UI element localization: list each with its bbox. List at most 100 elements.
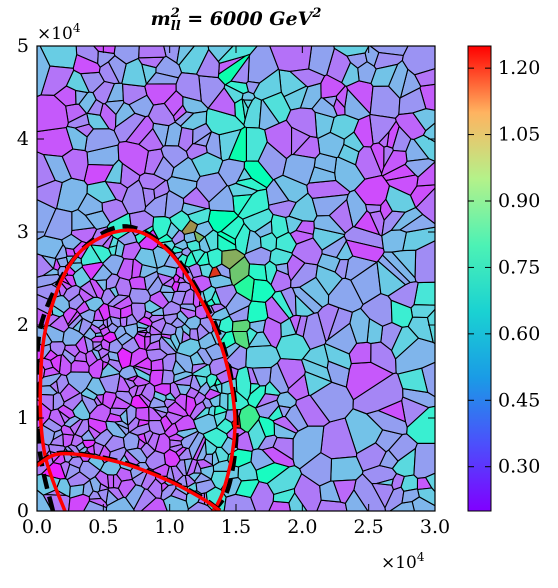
voronoi-cell xyxy=(401,488,420,504)
voronoi-cell xyxy=(355,442,387,472)
voronoi-cell xyxy=(392,125,412,152)
voronoi-cell xyxy=(57,404,76,420)
voronoi-cell xyxy=(284,403,309,432)
voronoi-cell xyxy=(243,160,274,189)
y-tick-label: 3 xyxy=(17,221,29,243)
plot-area xyxy=(36,45,436,512)
voronoi-cell xyxy=(232,330,250,350)
voronoi-cell xyxy=(173,374,194,387)
y-tick-label: 2 xyxy=(17,314,29,336)
voronoi-cell xyxy=(182,96,209,114)
y-tick-label: 5 xyxy=(17,35,29,57)
voronoi-cell xyxy=(169,439,183,448)
voronoi-cell xyxy=(170,317,186,329)
voronoi-cell xyxy=(101,234,114,250)
voronoi-cell xyxy=(137,316,153,327)
voronoi-cell xyxy=(333,98,346,117)
x-tick-label: 0.5 xyxy=(88,516,118,538)
y-tick-label: 1 xyxy=(17,407,29,429)
voronoi-cell xyxy=(98,302,111,321)
voronoi-cell xyxy=(120,304,133,319)
voronoi-cell xyxy=(196,440,207,461)
voronoi-cell xyxy=(177,126,194,152)
voronoi-cell xyxy=(370,341,397,375)
voronoi-cell xyxy=(60,461,71,479)
voronoi-cell xyxy=(349,307,371,344)
voronoi-cell xyxy=(192,413,218,435)
voronoi-cell xyxy=(334,258,349,280)
voronoi-cell xyxy=(37,46,51,98)
colorbar-tick-label: 0.45 xyxy=(498,389,540,411)
voronoi-cell xyxy=(258,99,280,131)
voronoi-cell xyxy=(282,153,316,186)
voronoi-cell xyxy=(385,185,417,213)
voronoi-cell xyxy=(352,372,404,415)
voronoi-cell xyxy=(255,393,280,409)
voronoi-cell xyxy=(108,338,123,354)
voronoi-cell xyxy=(117,140,149,177)
solid-contour-3 xyxy=(37,451,222,511)
voronoi-cell xyxy=(191,363,209,375)
voronoi-cell xyxy=(97,347,110,360)
y-axis-multiplier: ×104 xyxy=(37,21,81,44)
voronoi-cell xyxy=(75,301,91,315)
voronoi-cell xyxy=(413,442,435,479)
voronoi-cell xyxy=(61,348,76,365)
voronoi-cell xyxy=(37,489,53,511)
voronoi-cell xyxy=(49,433,64,447)
voronoi-cell xyxy=(344,489,369,511)
voronoi-cell xyxy=(291,237,323,266)
voronoi-cell xyxy=(370,63,399,87)
voronoi-cell xyxy=(37,179,63,210)
voronoi-cell xyxy=(140,382,156,403)
voronoi-cell xyxy=(132,366,151,383)
voronoi-cell xyxy=(272,488,296,504)
voronoi-cell xyxy=(185,395,197,417)
voronoi-cell xyxy=(65,125,88,152)
voronoi-cell xyxy=(238,404,261,433)
voronoi-cell xyxy=(137,419,150,428)
voronoi-cell xyxy=(55,478,71,498)
voronoi-cell xyxy=(131,258,143,279)
contour-curves xyxy=(37,224,239,511)
voronoi-cell xyxy=(237,188,270,220)
x-tick-label: 1.0 xyxy=(155,516,185,538)
voronoi-cell xyxy=(311,97,338,119)
voronoi-cell xyxy=(107,322,119,334)
voronoi-cell xyxy=(60,424,75,436)
voronoi-cell xyxy=(391,325,419,360)
voronoi-cell xyxy=(220,215,245,240)
voronoi-cell xyxy=(186,458,198,477)
voronoi-cell xyxy=(160,414,173,433)
voronoi-cell xyxy=(161,369,175,385)
voronoi-cell xyxy=(353,114,374,148)
voronoi-cell xyxy=(376,478,394,486)
voronoi-cell xyxy=(128,94,154,118)
voronoi-cell xyxy=(147,432,161,452)
voronoi-cell xyxy=(259,232,278,252)
voronoi-cell xyxy=(289,314,302,334)
x-tick-label: 0.0 xyxy=(22,516,52,538)
voronoi-cell xyxy=(172,273,181,283)
voronoi-cell xyxy=(144,299,162,314)
voronoi-cell xyxy=(75,335,89,355)
voronoi-cell xyxy=(214,446,230,463)
voronoi-cell xyxy=(121,241,142,261)
voronoi-cell xyxy=(251,366,272,387)
voronoi-cell xyxy=(105,420,127,439)
x-tick-label: 2.0 xyxy=(287,516,317,538)
voronoi-cell xyxy=(414,68,435,87)
voronoi-cell xyxy=(353,210,380,236)
voronoi-cell xyxy=(117,478,137,499)
voronoi-cell xyxy=(72,266,92,289)
x-tick-label: 1.5 xyxy=(221,516,251,538)
voronoi-cell xyxy=(144,336,151,351)
voronoi-cell xyxy=(43,366,61,378)
colorbar-ticks: 0.30 0.45 0.60 0.75 0.90 1.05 1.20 xyxy=(468,57,540,478)
voronoi-cell xyxy=(217,46,258,64)
voronoi-cell xyxy=(85,377,107,396)
voronoi-cell xyxy=(246,300,269,324)
voronoi-cell xyxy=(116,374,131,393)
voronoi-cell xyxy=(213,405,228,416)
